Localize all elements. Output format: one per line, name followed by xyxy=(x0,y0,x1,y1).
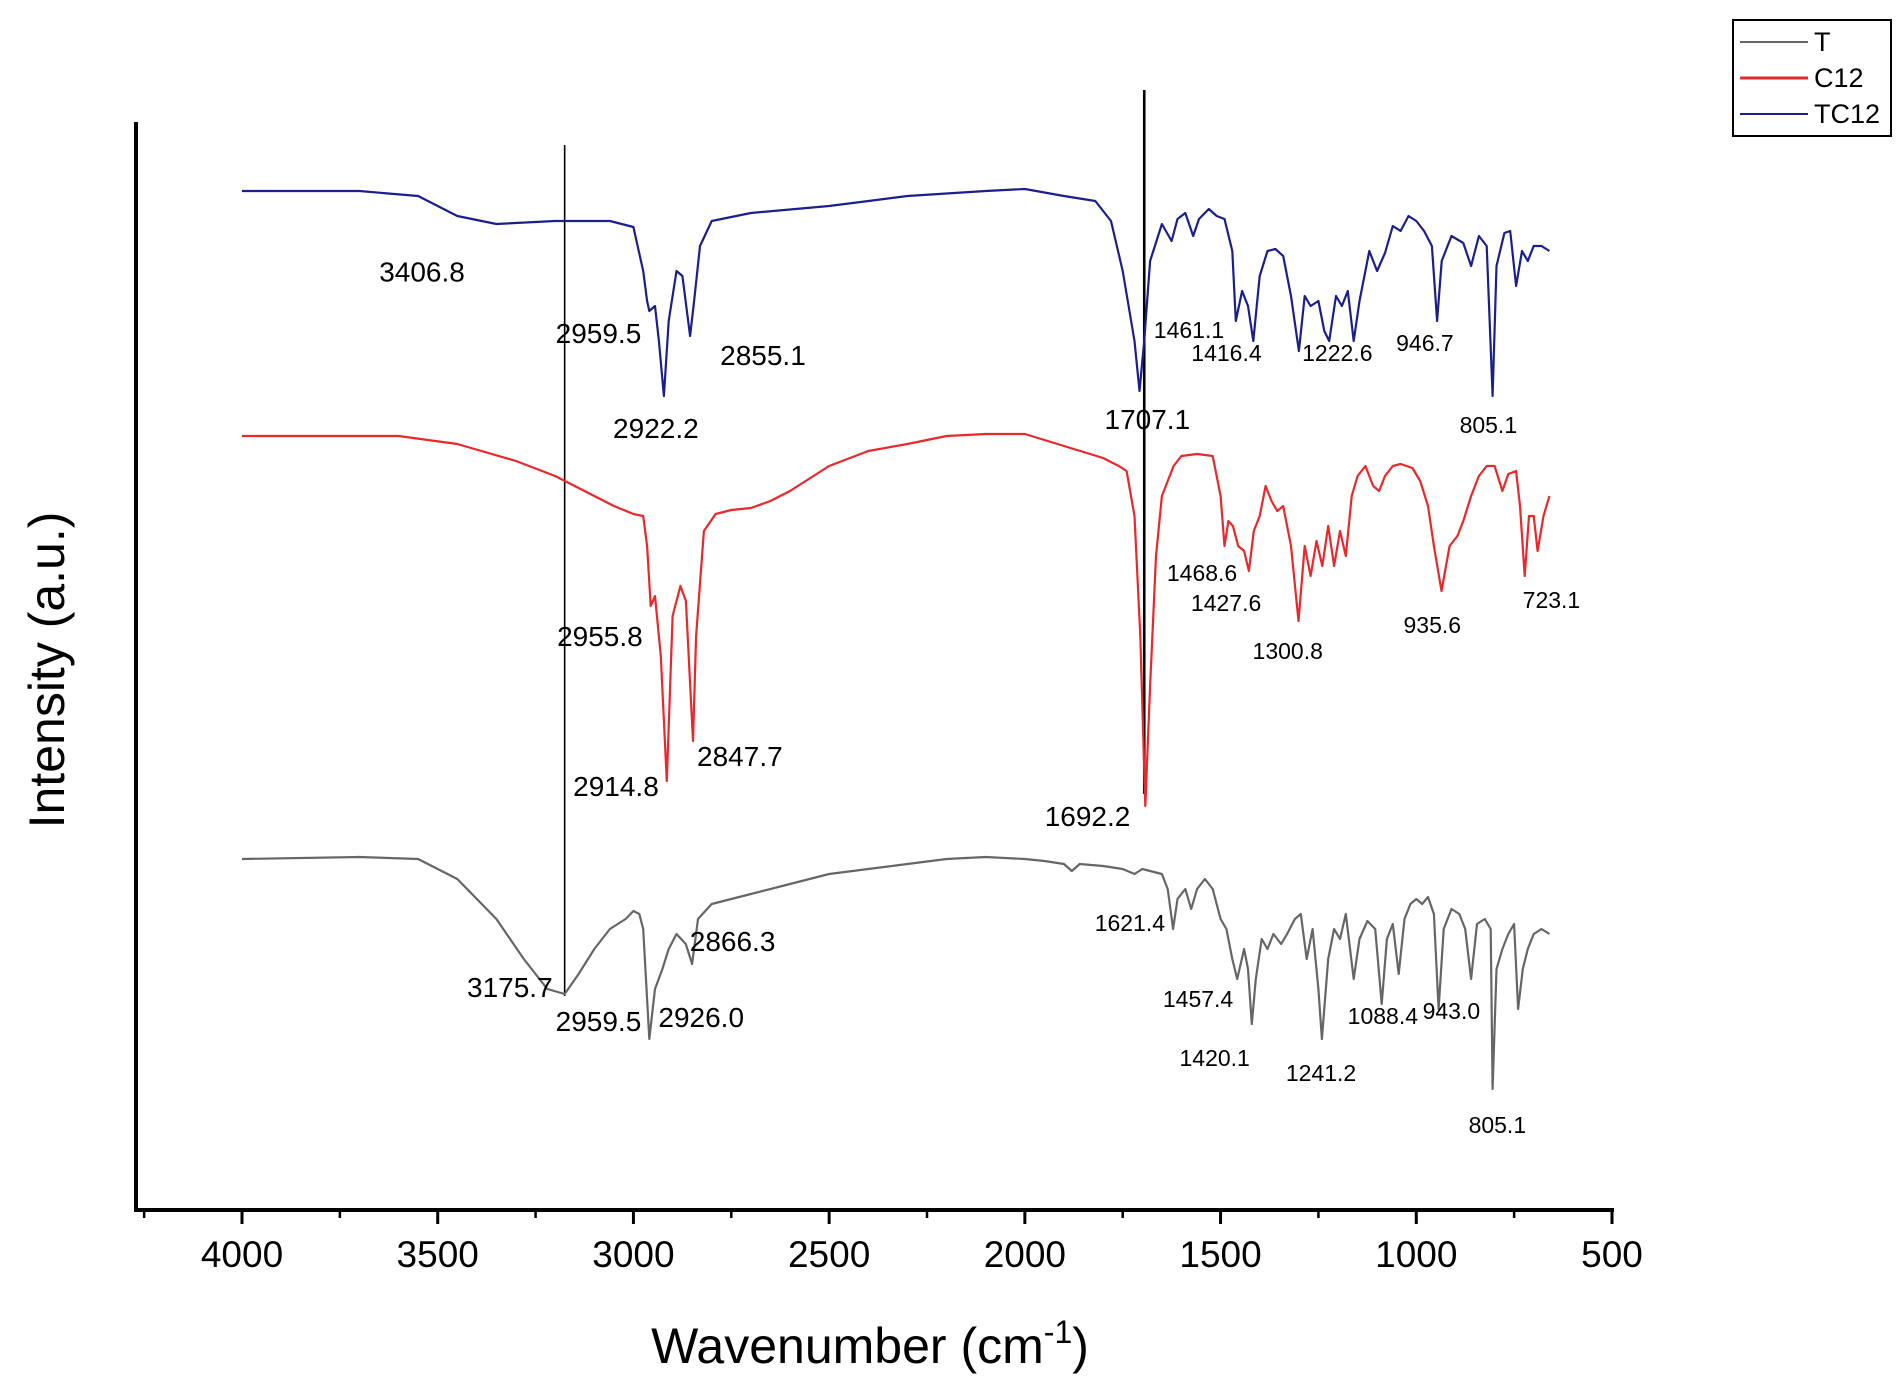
peak-label-tc12: 2922.2 xyxy=(613,413,699,444)
peak-label-c12: 1300.8 xyxy=(1253,638,1323,664)
peak-label-t: 1457.4 xyxy=(1163,986,1234,1012)
legend-label-t: T xyxy=(1814,27,1831,57)
peak-label-tc12: 946.7 xyxy=(1396,330,1454,356)
series-line-t xyxy=(241,855,1550,1091)
peak-label-c12: 1692.2 xyxy=(1045,801,1131,832)
x-axis-title: Wavenumber (cm-1) xyxy=(651,1314,1089,1374)
peak-labels: 3406.8 2959.5 2922.2 2855.1 1707.1 1461.11416… xyxy=(379,256,1580,1138)
peak-label-tc12: 2959.5 xyxy=(556,318,642,349)
x-tick-label: 500 xyxy=(1581,1234,1643,1275)
peak-label-t: 1420.1 xyxy=(1179,1045,1249,1071)
peak-label-c12: 2955.8 xyxy=(557,621,643,652)
x-tick-label: 1000 xyxy=(1375,1234,1457,1275)
peak-label-c12: 723.1 xyxy=(1523,587,1581,613)
peak-label-t: 2926.0 xyxy=(658,1002,744,1033)
x-tick-label: 2000 xyxy=(984,1234,1066,1275)
x-axis-ticks: 4000 3500 3000 2500 2000 1500 1000 500 xyxy=(142,1210,1643,1275)
legend-label-c12: C12 xyxy=(1814,63,1864,93)
x-axis-title-superscript: -1 xyxy=(1044,1314,1072,1350)
spectra xyxy=(241,187,1551,1091)
peak-label-c12: 2847.7 xyxy=(697,741,783,772)
peak-label-t: 1621.4 xyxy=(1095,910,1166,936)
peak-label-t: 1241.2 xyxy=(1286,1060,1356,1086)
series-line-c12 xyxy=(242,432,1551,808)
peak-label-c12: 1468.6 xyxy=(1167,560,1237,586)
peak-label-tc12: 1461.1 xyxy=(1154,317,1224,343)
peak-label-t: 805.1 xyxy=(1469,1112,1527,1138)
peak-label-tc12: 1222.6 xyxy=(1302,340,1372,366)
x-axis-title-main: Wavenumber (cm xyxy=(651,1318,1044,1374)
peak-label-tc12: 2855.1 xyxy=(720,340,806,371)
x-axis-title-close: ) xyxy=(1072,1318,1089,1374)
x-tick-label: 2500 xyxy=(788,1234,870,1275)
peak-label-c12: 1427.6 xyxy=(1191,590,1261,616)
peak-label-t: 2866.3 xyxy=(690,926,776,957)
peak-label-tc12: 1707.1 xyxy=(1105,404,1191,435)
reference-lines xyxy=(563,90,1146,996)
peak-label-tc12: 1416.4 xyxy=(1191,340,1262,366)
x-tick-label: 3500 xyxy=(397,1234,479,1275)
peak-label-t: 2959.5 xyxy=(556,1006,642,1037)
x-tick-label: 4000 xyxy=(201,1234,283,1275)
x-tick-label: 3000 xyxy=(592,1234,674,1275)
peak-label-t: 943.0 xyxy=(1423,998,1481,1024)
series-line-tc12 xyxy=(242,187,1550,398)
x-tick-label: 1500 xyxy=(1179,1234,1261,1275)
peak-label-tc12: 3406.8 xyxy=(379,256,465,287)
peak-label-t: 1088.4 xyxy=(1348,1003,1419,1029)
peak-label-c12: 2914.8 xyxy=(573,771,659,802)
peak-label-c12: 935.6 xyxy=(1403,612,1461,638)
peak-label-t: 3175.7 xyxy=(467,972,553,1003)
legend-label-tc12: TC12 xyxy=(1814,99,1880,129)
peak-label-tc12: 805.1 xyxy=(1460,412,1518,438)
y-axis-title: Intensity (a.u.) xyxy=(19,512,75,829)
axes xyxy=(134,122,1614,1212)
